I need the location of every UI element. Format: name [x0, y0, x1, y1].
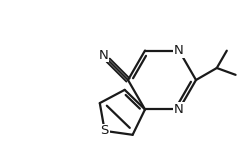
Text: N: N	[174, 103, 184, 116]
Text: N: N	[174, 44, 184, 57]
Text: S: S	[101, 124, 109, 137]
Text: N: N	[98, 49, 108, 62]
